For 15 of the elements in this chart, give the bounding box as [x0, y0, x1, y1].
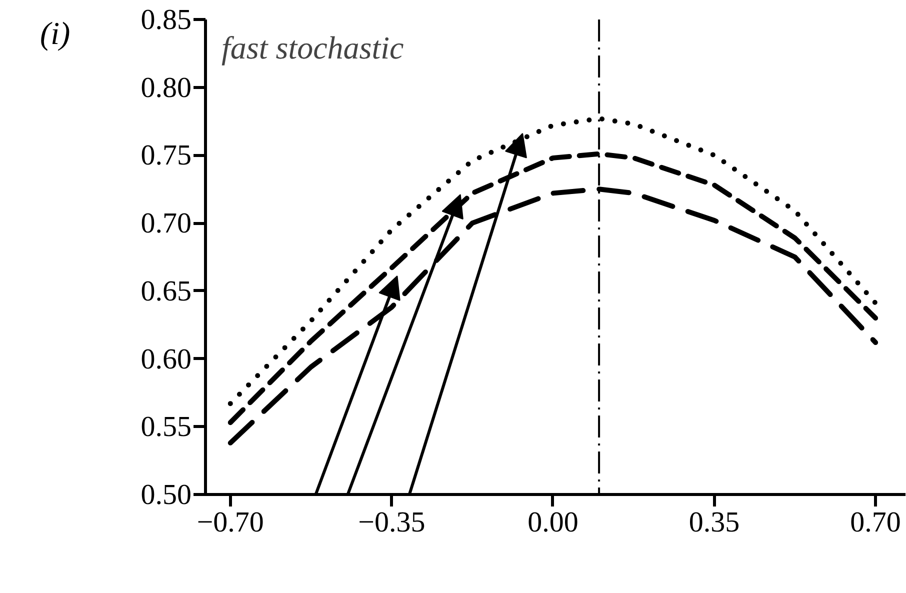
annotation: fast stochastic: [222, 30, 404, 66]
y-tick-label: 0.60: [140, 343, 192, 376]
y-tick-label: 0.75: [140, 140, 192, 172]
x-tick-label: −0.70: [196, 506, 264, 538]
y-tick-label: 0.80: [140, 72, 192, 104]
y-tick-label: 0.65: [140, 275, 192, 308]
chart-title: (i): [40, 14, 70, 53]
text: 0.70: [850, 506, 901, 538]
y-tick-label: 0.70: [140, 208, 192, 240]
y-tick-label: 0.85: [140, 4, 192, 36]
y-tick-label: 0.50: [140, 479, 192, 511]
text: 0.35: [688, 506, 740, 538]
y-tick-label: 0.55: [140, 411, 192, 444]
text: 0.00: [528, 506, 578, 538]
x-tick-label: −0.35: [358, 506, 426, 538]
